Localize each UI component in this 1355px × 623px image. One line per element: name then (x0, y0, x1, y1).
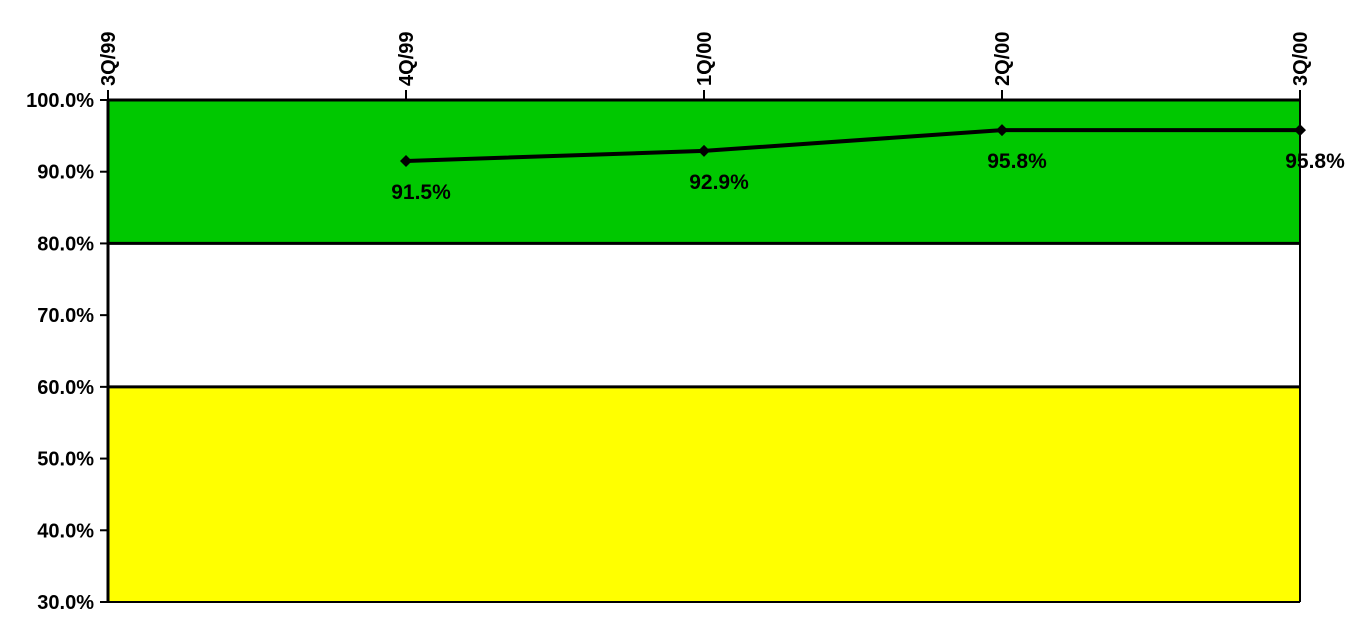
data-label: 92.9% (689, 171, 749, 194)
y-tick-label: 100.0% (26, 90, 94, 112)
data-labels: 91.5% 92.9% 95.8% 95.8% (391, 150, 1345, 204)
series-polyline (405, 128, 1300, 163)
axes (106, 98, 1301, 603)
x-tick-label: 2Q/00 (992, 32, 1014, 86)
band-0 (108, 100, 1300, 244)
y-tick-label: 40.0% (37, 520, 94, 542)
data-label: 95.8% (987, 150, 1047, 173)
y-tick-label: 80.0% (37, 233, 94, 255)
data-point-marker (400, 154, 412, 167)
data-label: 95.8% (1285, 150, 1345, 173)
series-line (400, 124, 1306, 167)
y-tick-label: 60.0% (37, 377, 94, 399)
threshold-bands (108, 100, 1300, 602)
band-1 (108, 243, 1300, 387)
y-tick-label: 90.0% (37, 162, 94, 184)
x-tick-label: 3Q/00 (1290, 32, 1312, 86)
y-axis-ticks: 100.0% 90.0% 80.0% 70.0% 60.0% 50.0% 40.0% 30.0… (26, 90, 108, 614)
data-label: 91.5% (391, 181, 451, 204)
y-tick-label: 50.0% (37, 449, 94, 471)
x-axis-ticks: 3Q/99 4Q/99 1Q/00 2Q/00 3Q/00 (98, 32, 1312, 100)
x-tick-label: 4Q/99 (396, 32, 418, 86)
x-tick-label: 1Q/00 (694, 32, 716, 86)
y-tick-label: 70.0% (37, 305, 94, 327)
band-2 (108, 386, 1300, 602)
data-point-marker (1294, 124, 1306, 137)
data-point-marker (996, 124, 1008, 137)
y-tick-label: 30.0% (37, 592, 94, 614)
data-point-marker (698, 144, 710, 157)
x-tick-label: 3Q/99 (98, 32, 120, 86)
